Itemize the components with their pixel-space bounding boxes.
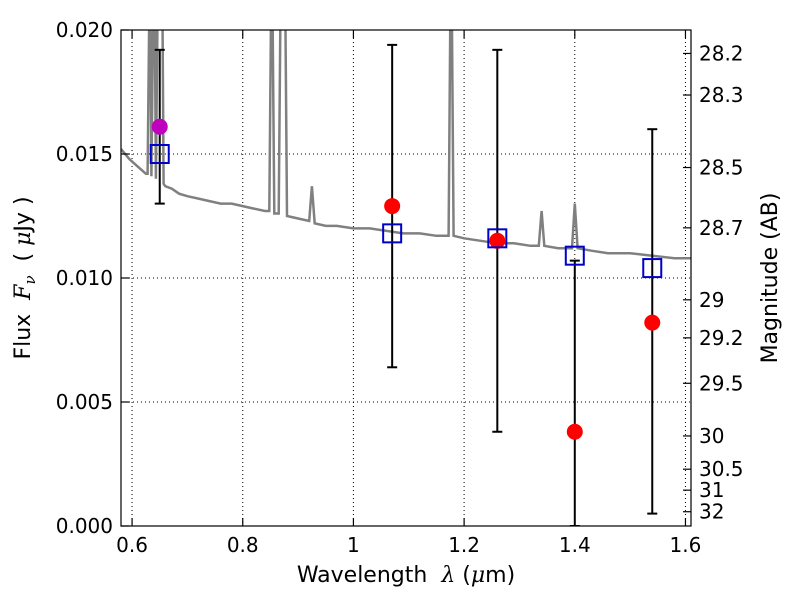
right-tick-label: 28.2 (699, 41, 744, 65)
model-point (382, 223, 403, 244)
x-tick-label: 0.8 (227, 533, 259, 557)
observed-point (384, 198, 401, 215)
observed-points (151, 118, 661, 440)
y-tick-label: 0.015 (56, 142, 113, 166)
x-axis-label: Wavelength λ (μm) (297, 563, 515, 588)
model-point (642, 258, 663, 279)
x-tick-label: 1 (347, 533, 360, 557)
y-axis-label: Flux Fν ( μJy ) (11, 196, 39, 359)
model-point (149, 144, 170, 164)
right-tick-label: 29 (699, 288, 724, 312)
right-tick-label: 28.5 (699, 156, 744, 180)
right-tick-label: 32 (699, 500, 724, 524)
x-axis-ticks: 0.6 0.8 1 1.2 1.4 1.6 (116, 30, 701, 557)
x-tick-label: 1.6 (670, 533, 702, 557)
y-tick-label: 0.000 (56, 514, 113, 538)
model-spectrum-line (121, 30, 691, 260)
right-tick-label: 29.5 (699, 371, 744, 395)
y-tick-label: 0.010 (56, 266, 113, 290)
right-tick-label: 28.7 (699, 216, 744, 240)
right-tick-label: 30 (699, 424, 724, 448)
right-axis-label: Magnitude (AB) (758, 193, 783, 364)
y-axis-ticks: 0.000 0.005 0.010 0.015 0.020 (56, 18, 129, 538)
right-tick-label: 31 (699, 478, 724, 502)
right-tick-label: 30.5 (699, 457, 744, 481)
grid-lines (121, 29, 691, 527)
observed-point (644, 314, 661, 331)
observed-point (489, 232, 506, 249)
observed-point (566, 423, 583, 440)
x-tick-label: 1.4 (559, 533, 591, 557)
right-tick-label: 28.3 (699, 83, 744, 107)
model-photometry-points (149, 144, 663, 279)
error-bars (154, 43, 658, 526)
model-point (564, 245, 585, 266)
right-tick-label: 29.2 (699, 326, 744, 350)
x-tick-label: 1.2 (448, 533, 480, 557)
y-tick-label: 0.005 (56, 390, 113, 414)
observed-point (151, 118, 168, 135)
x-tick-label: 0.6 (116, 533, 148, 557)
y-tick-label: 0.020 (56, 18, 113, 42)
model-point (487, 228, 508, 249)
plot-content (121, 30, 691, 526)
